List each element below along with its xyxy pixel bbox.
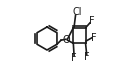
Text: F: F (71, 53, 77, 63)
Text: F: F (89, 16, 94, 26)
Text: O: O (63, 35, 70, 45)
Text: F: F (84, 52, 90, 62)
Text: F: F (91, 33, 97, 43)
Text: Cl: Cl (72, 7, 82, 17)
